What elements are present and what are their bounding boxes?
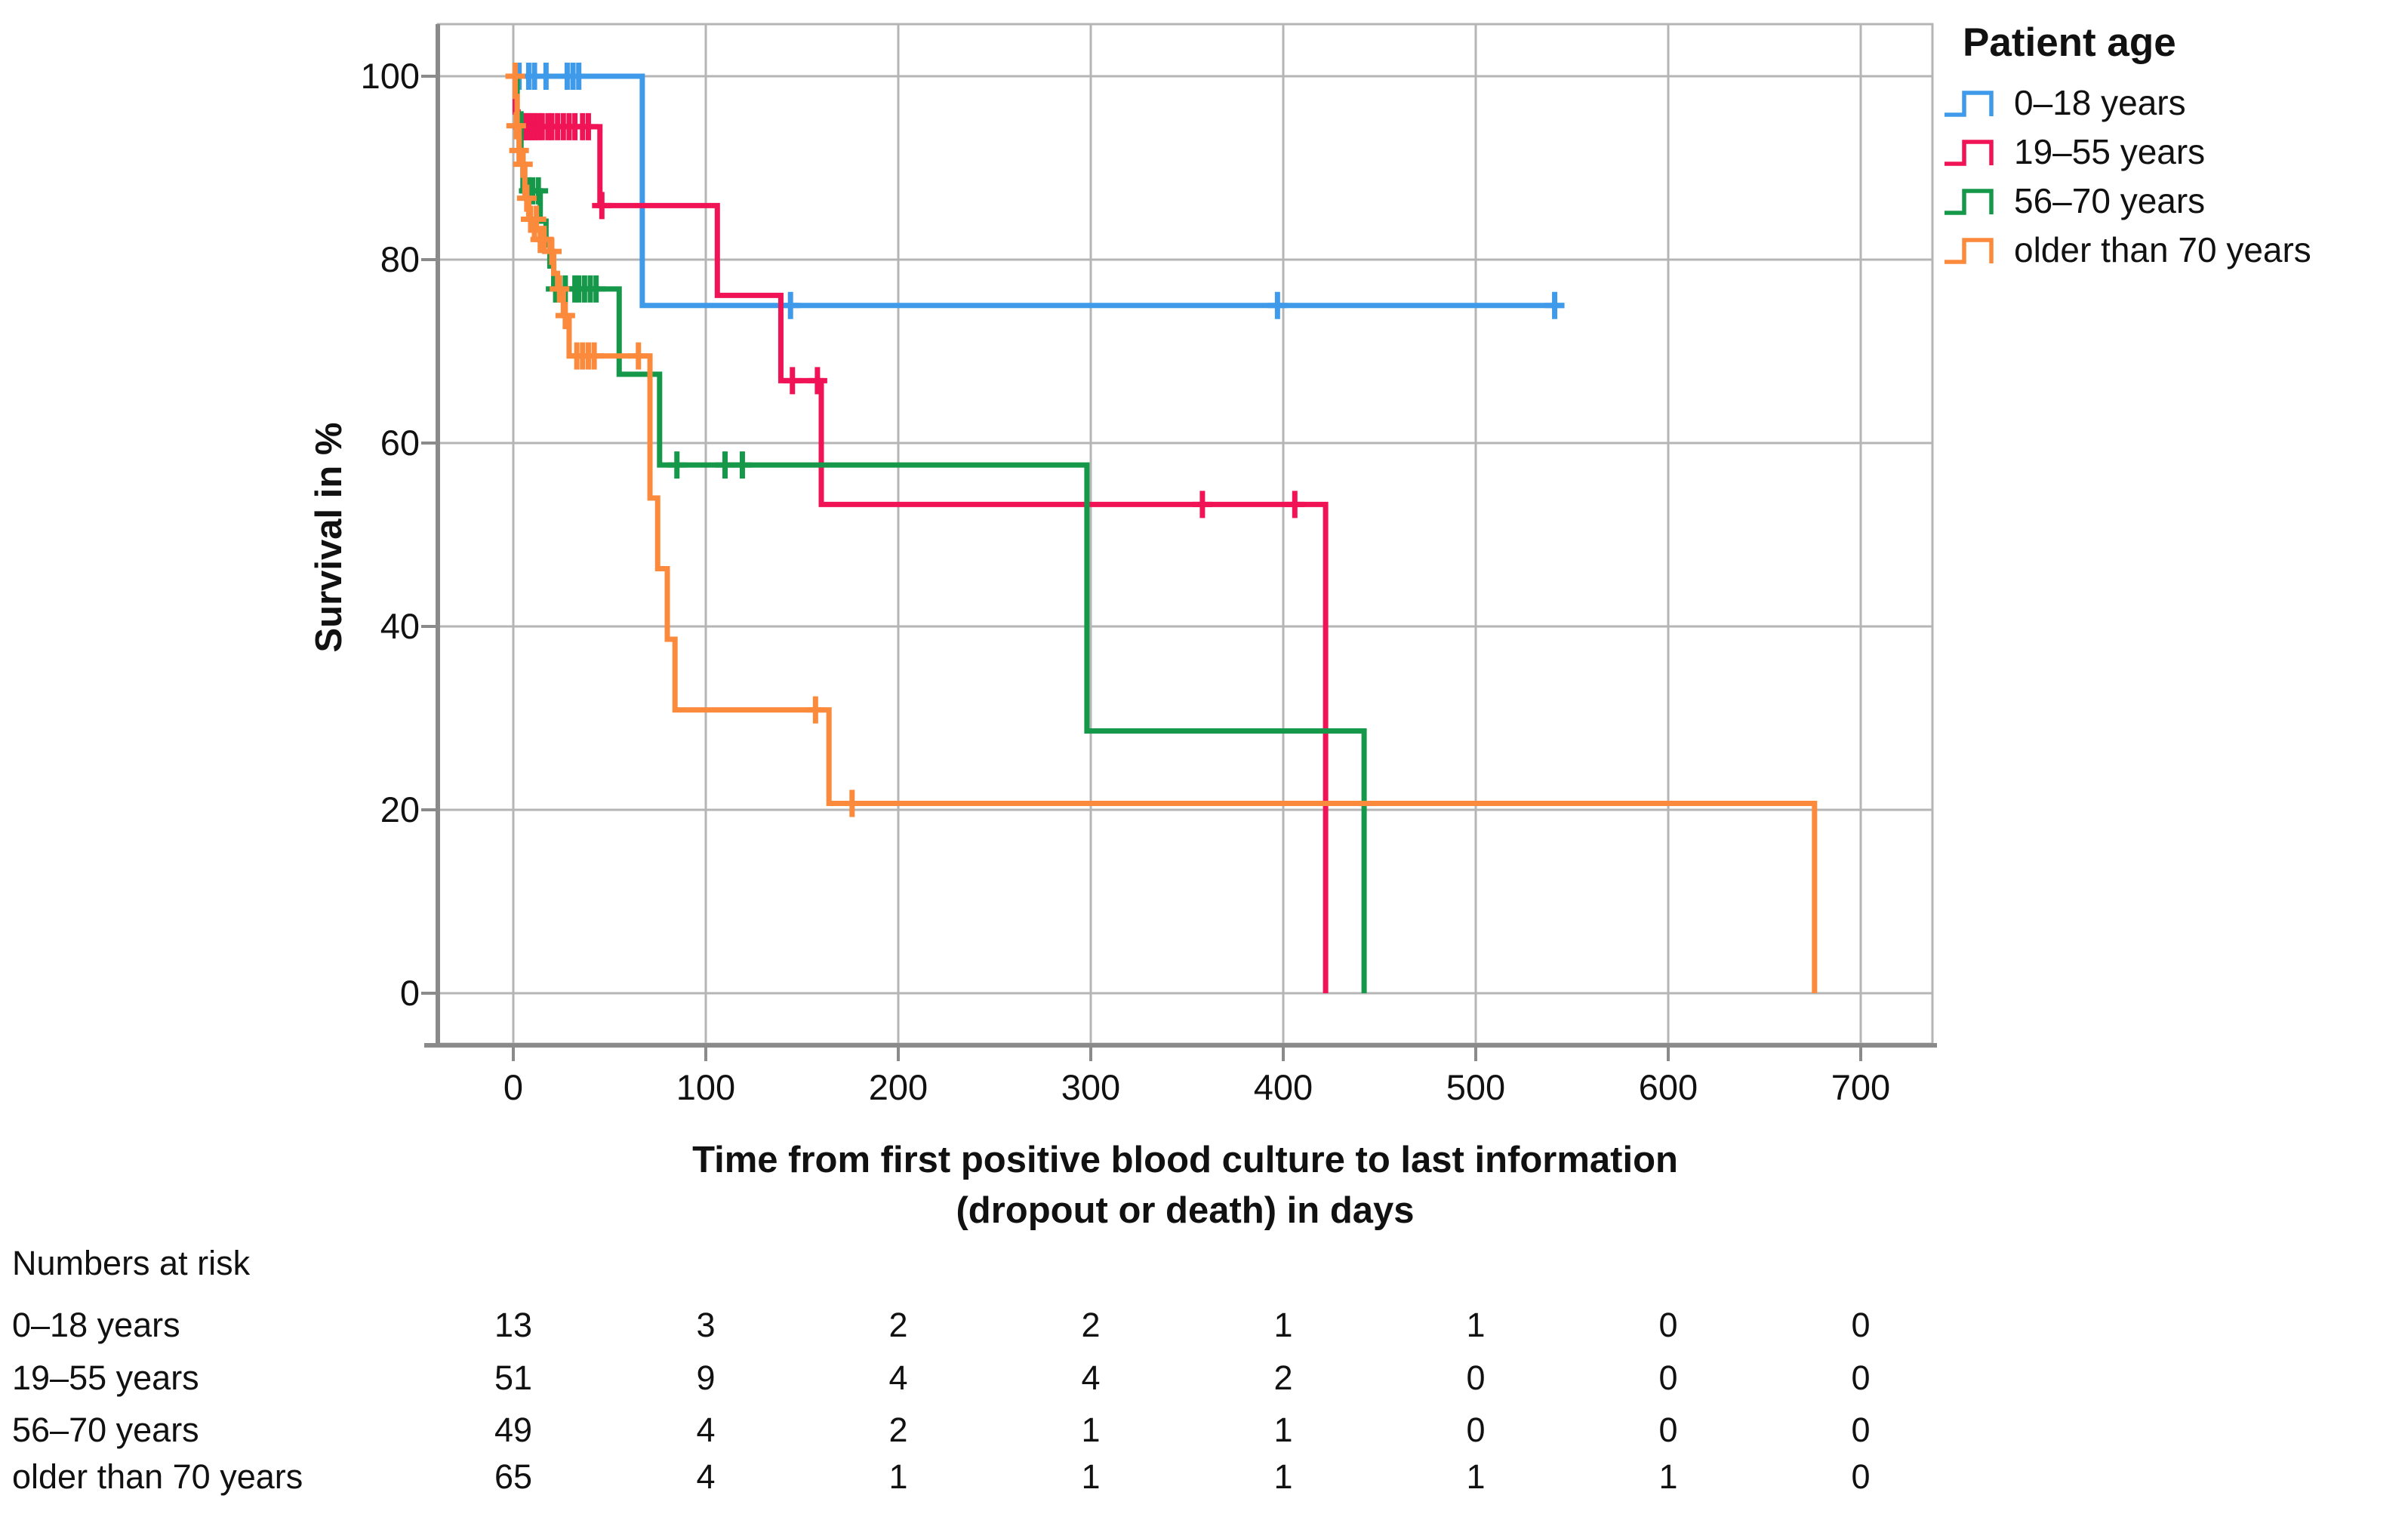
y-tick-label-60: 60 [380,423,420,463]
at-risk-value: 1 [1273,1411,1293,1449]
at-risk-value: 65 [494,1457,533,1496]
at-risk-value: 9 [696,1359,716,1397]
at-risk-row-label: 56–70 years [12,1411,199,1449]
legend-entry: 56–70 years [1941,176,2402,225]
at-risk-value: 0 [1658,1359,1678,1397]
at-risk-value: 1 [1466,1457,1486,1496]
at-risk-value: 0 [1658,1411,1678,1449]
legend-step-line-icon [1945,188,1994,215]
legend-step-line-icon [1945,237,1994,264]
at-risk-value: 2 [1081,1306,1101,1344]
legend-step-line-icon [1945,90,1994,117]
at-risk-row-label: older than 70 years [12,1457,303,1496]
legend-entry-label: 0–18 years [2014,82,2186,122]
x-axis-title-line2: (dropout or death) in days [956,1190,1415,1231]
at-risk-value: 2 [888,1411,908,1449]
at-risk-value: 1 [1273,1306,1293,1344]
survival-curve-19–55 years [513,73,1329,993]
at-risk-value: 13 [494,1306,533,1344]
at-risk-value: 0 [1851,1411,1871,1449]
at-risk-value: 0 [1851,1359,1871,1397]
at-risk-value: 4 [1081,1359,1101,1397]
x-tick-label-700: 700 [1831,1067,1891,1107]
x-tick-label-500: 500 [1446,1067,1506,1107]
x-tick-label-0: 0 [503,1067,524,1107]
survival-curve-older than 70 years [513,73,1818,993]
legend-title: Patient age [1963,20,2176,65]
at-risk-value: 0 [1466,1359,1486,1397]
at-risk-value: 4 [696,1457,716,1496]
legend-entries: 0–18 years 19–55 years 56–70 years older th… [1941,78,2402,274]
legend-entry: 19–55 years [1941,127,2402,176]
x-tick-label-300: 300 [1061,1067,1121,1107]
legend-entry-label: older than 70 years [2014,229,2311,269]
numbers-at-risk-title: Numbers at risk [12,1244,251,1282]
y-tick-label-80: 80 [380,239,420,279]
at-risk-value: 1 [888,1457,908,1496]
at-risk-value: 4 [888,1359,908,1397]
at-risk-value: 2 [1273,1359,1293,1397]
x-tick-label-200: 200 [868,1067,928,1107]
x-axis-title-line1: Time from first positive blood culture t… [692,1140,1678,1180]
at-risk-value: 4 [696,1411,716,1449]
at-risk-value: 1 [1081,1411,1101,1449]
plot-frame [436,23,1934,1045]
at-risk-row-label: 0–18 years [12,1306,180,1344]
at-risk-value: 3 [696,1306,716,1344]
at-risk-value: 1 [1658,1457,1678,1496]
y-tick-label-0: 0 [399,973,420,1013]
x-tick-label-100: 100 [676,1067,736,1107]
legend: Patient age 0–18 years 19–55 years 56–70 y… [1941,20,2402,274]
at-risk-value: 1 [1081,1457,1101,1496]
at-risk-value: 51 [494,1359,533,1397]
at-risk-value: 0 [1851,1306,1871,1344]
legend-entry: older than 70 years [1941,225,2402,274]
x-tick-label-400: 400 [1253,1067,1313,1107]
at-risk-value: 1 [1466,1306,1486,1344]
at-risk-value: 0 [1851,1457,1871,1496]
survival-curve-0–18 years [513,73,1565,309]
at-risk-row-label: 19–55 years [12,1359,199,1397]
at-risk-value: 0 [1466,1411,1486,1449]
legend-entry: 0–18 years [1941,78,2402,127]
y-tick-label-20: 20 [380,789,420,829]
legend-entry-label: 19–55 years [2014,131,2206,171]
at-risk-value: 0 [1658,1306,1678,1344]
x-tick-label-600: 600 [1638,1067,1698,1107]
y-tick-label-40: 40 [380,606,420,646]
at-risk-value: 2 [888,1306,908,1344]
y-tick-label-100: 100 [360,56,420,96]
legend-step-line-icon [1945,139,1994,166]
at-risk-value: 1 [1273,1457,1293,1496]
at-risk-value: 49 [494,1411,533,1449]
legend-entry-label: 56–70 years [2014,180,2206,220]
